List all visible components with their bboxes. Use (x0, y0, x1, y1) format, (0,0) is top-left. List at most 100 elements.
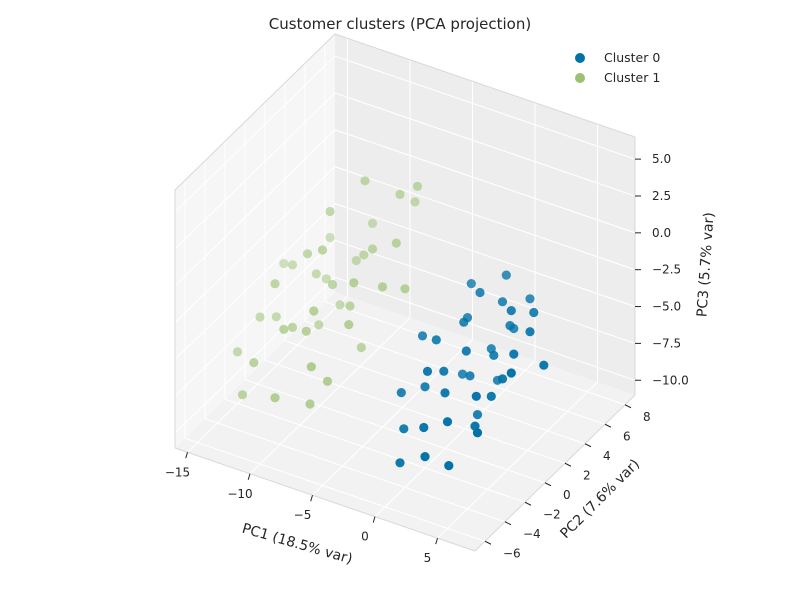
y-tick-label-1: −4 (523, 527, 541, 541)
point-cluster-1-7 (377, 282, 388, 292)
gridline-z-left-4 (174, 129, 336, 287)
gridline-z-back-2 (334, 203, 636, 308)
point-cluster-1-39 (335, 300, 345, 310)
point-cluster-0-27 (506, 306, 516, 316)
point-cluster-1-27 (359, 250, 369, 260)
point-cluster-0-15 (525, 327, 535, 337)
point-cluster-1-22 (322, 376, 333, 386)
point-cluster-0-10 (486, 391, 496, 401)
legend-label-cluster-0: Cluster 0 (604, 50, 660, 65)
point-cluster-0-9 (440, 388, 450, 398)
point-cluster-0-12 (509, 349, 519, 359)
point-cluster-1-38 (327, 279, 338, 290)
point-cluster-0-1 (497, 297, 508, 307)
point-cluster-1-35 (311, 269, 321, 279)
y-tick-mark-4 (564, 462, 572, 467)
y-tick-label-3: 0 (563, 488, 571, 502)
y-tick-mark-6 (604, 423, 612, 428)
point-cluster-1-37 (279, 258, 289, 269)
point-cluster-1-2 (395, 189, 405, 199)
point-cluster-0-33 (525, 294, 535, 304)
point-cluster-1-16 (345, 301, 355, 311)
point-cluster-1-20 (367, 218, 378, 228)
x-tick-mark-3 (372, 516, 376, 523)
point-cluster-0-5 (431, 335, 441, 345)
y-tick-mark-0 (484, 540, 492, 545)
gridline-y-floor-7 (324, 301, 626, 406)
point-cluster-1-33 (237, 390, 248, 400)
point-cluster-1-1 (325, 206, 335, 217)
point-cluster-1-26 (232, 347, 243, 357)
floor-pane (175, 292, 635, 551)
point-cluster-0-23 (466, 279, 476, 289)
axis-edge-x (174, 447, 476, 552)
gridline-y-floor-0 (184, 437, 486, 542)
gridline-x-floor-3 (374, 360, 536, 518)
z-tick-label-6: 5.0 (652, 152, 671, 166)
point-cluster-0-6 (489, 350, 499, 360)
point-cluster-1-19 (270, 393, 280, 403)
point-cluster-0-29 (539, 360, 549, 370)
point-cluster-0-22 (472, 428, 483, 438)
legend-entry-cluster-0: Cluster 0 (575, 50, 660, 65)
point-cluster-0-31 (396, 388, 406, 398)
gridline-z-left-6 (174, 55, 336, 213)
z-tick-label-2: −5.0 (652, 300, 681, 314)
axis-edge-y (474, 394, 636, 552)
point-cluster-0-4 (461, 346, 471, 356)
gridline-z-left-0 (174, 276, 336, 434)
point-cluster-0-26 (506, 368, 516, 378)
x-axis-label: PC1 (18.5% var) (240, 521, 354, 568)
legend-marker-cluster-0 (575, 53, 585, 63)
x-tick-mark-4 (435, 537, 438, 545)
point-cluster-1-3 (317, 245, 328, 255)
point-cluster-0-8 (422, 366, 433, 376)
y-tick-mark-3 (544, 482, 552, 487)
chart-title: Customer clusters (PCA projection) (269, 15, 531, 33)
x-tick-label-1: −10 (227, 487, 252, 501)
gridline-y-floor-5 (284, 340, 586, 445)
x-tick-mark-1 (247, 473, 251, 480)
z-tick-label-1: −7.5 (652, 336, 681, 350)
point-cluster-0-13 (420, 382, 430, 392)
y-tick-label-0: −6 (503, 546, 521, 560)
point-cluster-1-15 (321, 274, 331, 284)
point-cluster-0-7 (497, 374, 508, 384)
point-cluster-1-17 (249, 358, 259, 368)
legend: Cluster 0 Cluster 1 (575, 50, 660, 85)
gridline-z-back-1 (334, 239, 636, 344)
point-cluster-1-13 (255, 312, 265, 322)
legend-marker-cluster-1 (575, 73, 585, 83)
point-cluster-1-25 (400, 284, 410, 294)
z-tick-label-0: −10.0 (652, 373, 689, 387)
legend-label-cluster-1: Cluster 1 (604, 70, 660, 85)
legend-entry-cluster-1: Cluster 1 (575, 70, 660, 85)
point-cluster-0-20 (457, 369, 468, 379)
point-cluster-1-11 (344, 320, 354, 330)
point-cluster-1-12 (351, 255, 361, 266)
point-cluster-1-18 (391, 238, 401, 248)
point-cluster-0-11 (442, 417, 453, 427)
point-cluster-1-5 (367, 244, 378, 254)
gridline-z-back-5 (334, 92, 636, 197)
point-cluster-1-23 (410, 197, 420, 207)
gridline-z-back-6 (334, 55, 636, 160)
gridline-z-left-2 (174, 203, 336, 360)
point-cluster-1-10 (279, 324, 289, 334)
axis-edge-top-back (334, 33, 636, 138)
x-tick-mark-2 (310, 495, 313, 502)
left-wall-pane (175, 34, 335, 448)
point-cluster-1-29 (301, 326, 311, 336)
point-cluster-1-31 (314, 320, 324, 330)
gridline-z-left-1 (174, 240, 336, 397)
data-points (232, 176, 549, 471)
x-tick-label-4: 5 (424, 551, 432, 565)
point-cluster-1-0 (360, 176, 370, 186)
point-cluster-0-34 (465, 371, 475, 381)
tick-labels: −15−10−505 −6−4−202468−10.0−7.5−5.0−2.50.… (165, 152, 689, 565)
z-axis-label: PC3 (5.7% var) (694, 212, 717, 318)
gridline-x-floor-1 (249, 317, 411, 475)
y-tick-label-4: 2 (583, 468, 591, 482)
point-cluster-0-0 (475, 287, 485, 298)
point-cluster-0-32 (444, 461, 454, 471)
